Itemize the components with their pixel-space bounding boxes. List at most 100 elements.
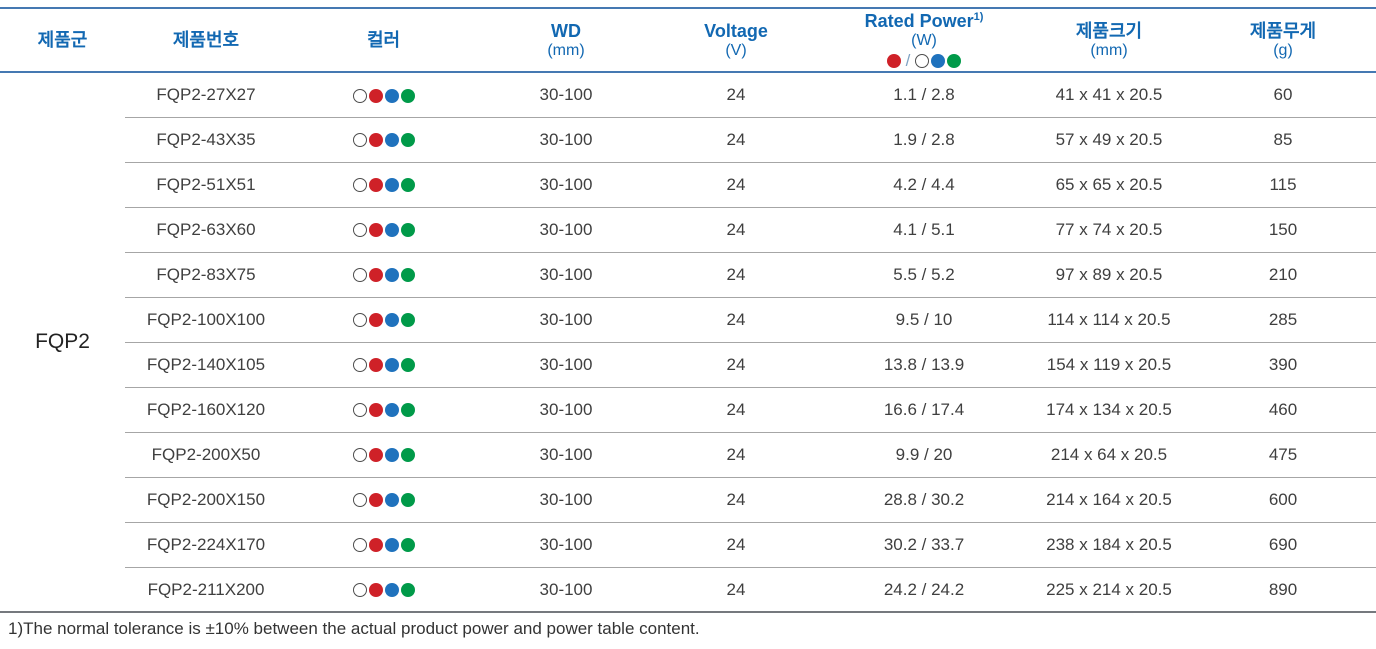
cell-part-no: FQP2-83X75 xyxy=(125,251,287,298)
footnote: 1)The normal tolerance is ±10% between t… xyxy=(8,619,700,639)
header-voltage-unit: (V) xyxy=(725,41,747,59)
cell-weight: 890 xyxy=(1190,566,1376,613)
blue-dot-icon xyxy=(384,133,399,148)
table-body: FQP2 FQP2-27X27 30-100 24 1.1 / 2.8 41 x… xyxy=(0,72,1376,613)
red-dot-icon xyxy=(368,268,383,283)
header-product-size-title: 제품크기 xyxy=(1075,20,1143,41)
red-dot-icon xyxy=(368,583,383,598)
header-wd-title: WD xyxy=(551,20,581,41)
rated-power-legend: / xyxy=(820,52,1028,69)
cell-rated-power: 24.2 / 24.2 xyxy=(820,566,1028,613)
cell-wd: 30-100 xyxy=(539,85,593,104)
red-dot-icon xyxy=(368,178,383,193)
table-header: 제품군 제품번호 컬러 WD (mm) Voltage (V) Rated Po… xyxy=(0,8,1376,74)
blue-dot-icon xyxy=(384,88,399,103)
cell-size: 214 x 64 x 20.5 xyxy=(1028,431,1190,478)
cell-size: 154 x 119 x 20.5 xyxy=(1028,341,1190,388)
table-row: FQP2-160X120 30-100 24 16.6 / 17.4 174 x… xyxy=(0,386,1376,433)
cell-weight: 690 xyxy=(1190,521,1376,568)
cell-voltage: 24 xyxy=(652,341,820,388)
header-rated-power: Rated Power1) (W) / xyxy=(820,8,1028,74)
blue-dot-icon xyxy=(384,268,399,283)
product-spec-table: 제품군 제품번호 컬러 WD (mm) Voltage (V) Rated Po… xyxy=(0,7,1376,614)
header-product-size-unit: (mm) xyxy=(1090,41,1128,59)
cell-rated-power: 9.5 / 10 xyxy=(820,296,1028,343)
cell-voltage: 24 xyxy=(726,85,746,104)
cell-color xyxy=(287,521,480,568)
cell-weight: 115 xyxy=(1190,161,1376,208)
cell-wd: 30-100 xyxy=(480,206,652,253)
header-voltage-title: Voltage xyxy=(704,20,768,41)
cell-wd: 30-100 xyxy=(480,566,652,613)
cell-voltage: 24 xyxy=(652,431,820,478)
white-dot-icon xyxy=(352,178,367,193)
red-dot-icon xyxy=(368,403,383,418)
cell-part-no: FQP2-200X50 xyxy=(125,431,287,478)
green-dot-icon xyxy=(400,313,415,328)
table-row: FQP2-43X35 30-100 24 1.9 / 2.8 57 x 49 x… xyxy=(0,116,1376,163)
red-dot-icon xyxy=(886,54,901,69)
header-rated-power-title: Rated Power1) xyxy=(864,11,984,31)
white-dot-icon xyxy=(352,133,367,148)
red-dot-icon xyxy=(368,493,383,508)
cell-part-no: FQP2-63X60 xyxy=(125,206,287,253)
table-row: FQP2-200X50 30-100 24 9.9 / 20 214 x 64 … xyxy=(0,431,1376,478)
cell-size: 214 x 164 x 20.5 xyxy=(1028,476,1190,523)
header-product-family: 제품군 xyxy=(0,8,125,74)
header-product-weight-unit: (g) xyxy=(1273,41,1293,59)
red-dot-icon xyxy=(368,538,383,553)
cell-part-no: FQP2-224X170 xyxy=(125,521,287,568)
cell-rated-power: 13.8 / 13.9 xyxy=(820,341,1028,388)
cell-rated-power: 4.2 / 4.4 xyxy=(820,161,1028,208)
blue-dot-icon xyxy=(384,178,399,193)
cell-size: 174 x 134 x 20.5 xyxy=(1028,386,1190,433)
cell-voltage: 24 xyxy=(652,521,820,568)
cell-weight: 600 xyxy=(1190,476,1376,523)
cell-size: 65 x 65 x 20.5 xyxy=(1028,161,1190,208)
cell-voltage: 24 xyxy=(652,161,820,208)
cell-part-no: FQP2-51X51 xyxy=(125,161,287,208)
cell-rated-power: 1.1 / 2.8 xyxy=(893,85,955,104)
green-dot-icon xyxy=(400,448,415,463)
cell-color xyxy=(287,72,480,117)
table-row: FQP2-100X100 30-100 24 9.5 / 10 114 x 11… xyxy=(0,296,1376,343)
cell-weight: 150 xyxy=(1190,206,1376,253)
table-row: FQP2-51X51 30-100 24 4.2 / 4.4 65 x 65 x… xyxy=(0,161,1376,208)
cell-color xyxy=(287,431,480,478)
cell-rated-power: 5.5 / 5.2 xyxy=(820,251,1028,298)
cell-size: 97 x 89 x 20.5 xyxy=(1028,251,1190,298)
red-dot-icon xyxy=(368,88,383,103)
footnote-marker: 1) xyxy=(973,11,984,23)
cell-rated-power: 1.9 / 2.8 xyxy=(820,116,1028,163)
cell-wd: 30-100 xyxy=(480,521,652,568)
green-dot-icon xyxy=(400,538,415,553)
white-dot-icon xyxy=(352,313,367,328)
table-row: FQP2-140X105 30-100 24 13.8 / 13.9 154 x… xyxy=(0,341,1376,388)
cell-color xyxy=(287,296,480,343)
header-voltage: Voltage (V) xyxy=(652,8,820,74)
table-row: FQP2-63X60 30-100 24 4.1 / 5.1 77 x 74 x… xyxy=(0,206,1376,253)
header-part-number: 제품번호 xyxy=(125,8,287,74)
green-dot-icon xyxy=(400,223,415,238)
cell-size: 41 x 41 x 20.5 xyxy=(1055,85,1163,104)
cell-part-no: FQP2-211X200 xyxy=(125,566,287,613)
green-dot-icon xyxy=(400,403,415,418)
blue-dot-icon xyxy=(384,223,399,238)
cell-voltage: 24 xyxy=(652,251,820,298)
cell-weight: 460 xyxy=(1190,386,1376,433)
red-dot-icon xyxy=(368,358,383,373)
cell-weight: 390 xyxy=(1190,341,1376,388)
red-dot-icon xyxy=(368,133,383,148)
cell-color xyxy=(287,341,480,388)
cell-color xyxy=(287,251,480,298)
cell-wd: 30-100 xyxy=(480,251,652,298)
green-dot-icon xyxy=(400,133,415,148)
table-row: FQP2-211X200 30-100 24 24.2 / 24.2 225 x… xyxy=(0,566,1376,613)
cell-weight: 475 xyxy=(1190,431,1376,478)
green-dot-icon xyxy=(400,268,415,283)
cell-size: 57 x 49 x 20.5 xyxy=(1028,116,1190,163)
cell-wd: 30-100 xyxy=(480,431,652,478)
cell-color xyxy=(287,386,480,433)
blue-dot-icon xyxy=(384,538,399,553)
